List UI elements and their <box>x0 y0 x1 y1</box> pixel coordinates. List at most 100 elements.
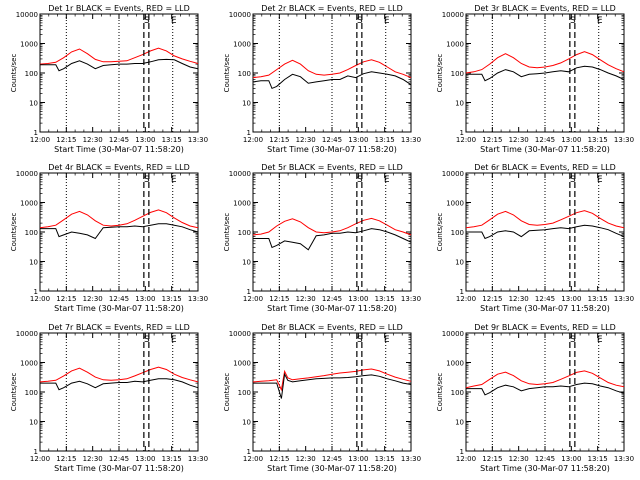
y-tick-label: 1000 <box>20 41 38 49</box>
x-axis-label: Start Time (30-Mar-07 11:58:20) <box>54 464 184 473</box>
y-tick-label: 100 <box>238 229 251 237</box>
detector-panel-6: Det 6r BLACK = Events, RED = LLD 1 10 100 10… <box>436 163 634 313</box>
y-tick-label: 10 <box>242 259 251 267</box>
x-tick-label: 12:15 <box>56 136 76 144</box>
marker-label: E <box>171 175 177 185</box>
y-tick-label: 10000 <box>442 330 464 338</box>
x-tick-label: 12:45 <box>322 455 342 463</box>
x-tick-label: 12:30 <box>83 136 103 144</box>
y-tick-label: 10000 <box>16 170 38 178</box>
x-tick-label: 12:15 <box>482 295 502 303</box>
y-tick-label: 1 <box>247 288 251 296</box>
x-tick-label: 13:30 <box>614 295 634 303</box>
x-axis-label: Start Time (30-Mar-07 11:58:20) <box>267 145 397 154</box>
plot-title: Det 3r BLACK = Events, RED = LLD <box>474 4 616 13</box>
x-tick-label: 13:30 <box>614 136 634 144</box>
y-tick-label: 10000 <box>16 330 38 338</box>
x-tick-label: 13:30 <box>614 455 634 463</box>
y-tick-label: 10 <box>29 100 38 108</box>
detector-panel-1: Det 1r BLACK = Events, RED = LLD 1 10 100 10… <box>10 4 208 154</box>
x-tick-label: 13:15 <box>375 295 395 303</box>
x-tick-label: 12:30 <box>296 455 316 463</box>
events-series-line <box>252 71 412 90</box>
x-tick-label: 12:15 <box>56 295 76 303</box>
plot-title: Det 6r BLACK = Events, RED = LLD <box>474 163 616 172</box>
events-series-line <box>253 228 412 251</box>
x-tick-label: 13:00 <box>348 136 368 144</box>
x-tick-label: 13:00 <box>348 295 368 303</box>
y-tick-label: 10 <box>455 259 464 267</box>
plot-title: Det 5r BLACK = Events, RED = LLD <box>261 163 403 172</box>
marker-label: S <box>570 335 576 345</box>
y-tick-label: 100 <box>451 389 464 397</box>
plot-title: Det 2r BLACK = Events, RED = LLD <box>261 4 403 13</box>
y-tick-label: 1 <box>460 448 464 456</box>
x-tick-label: 12:30 <box>83 455 103 463</box>
y-tick-label: 1000 <box>446 41 464 49</box>
marker-label: S <box>144 16 150 26</box>
y-tick-label: 1000 <box>233 41 251 49</box>
y-axis-label: Counts/sec <box>10 373 18 412</box>
lld-series-line <box>465 370 625 389</box>
plot-frame <box>465 172 625 292</box>
marker-label: S <box>144 335 150 345</box>
y-tick-label: 100 <box>25 389 38 397</box>
marker-label: S <box>570 175 576 185</box>
y-tick-label: 1000 <box>446 360 464 368</box>
x-axis-label: Start Time (30-Mar-07 11:58:20) <box>480 145 610 154</box>
lld-series-line <box>39 47 199 65</box>
x-tick-label: 12:00 <box>30 455 50 463</box>
x-tick-label: 13:00 <box>561 136 581 144</box>
y-tick-label: 10 <box>29 419 38 427</box>
y-axis-label: Counts/sec <box>436 54 444 93</box>
x-axis-label: Start Time (30-Mar-07 11:58:20) <box>54 304 184 313</box>
detector-panel-7: Det 7r BLACK = Events, RED = LLD 1 10 100 10… <box>10 323 208 473</box>
x-tick-label: 12:45 <box>109 136 129 144</box>
detector-panel-9: Det 9r BLACK = Events, RED = LLD 1 10 100 10… <box>436 323 634 473</box>
x-tick-label: 12:00 <box>456 455 476 463</box>
plot-frame <box>39 172 199 292</box>
x-tick-label: 12:00 <box>30 295 50 303</box>
plot-title: Det 1r BLACK = Events, RED = LLD <box>48 4 190 13</box>
detector-panel-3: Det 3r BLACK = Events, RED = LLD 1 10 100 10… <box>436 4 634 154</box>
y-tick-label: 1000 <box>233 200 251 208</box>
y-tick-label: 1000 <box>446 200 464 208</box>
y-tick-label: 10000 <box>16 11 38 19</box>
events-series-line <box>466 65 625 82</box>
x-tick-label: 12:45 <box>109 455 129 463</box>
y-tick-label: 10000 <box>229 330 251 338</box>
y-tick-label: 1000 <box>20 360 38 368</box>
x-tick-label: 12:45 <box>535 295 555 303</box>
x-tick-label: 12:45 <box>109 295 129 303</box>
x-axis-label: Start Time (30-Mar-07 11:58:20) <box>480 304 610 313</box>
y-tick-label: 10000 <box>442 11 464 19</box>
x-tick-label: 12:00 <box>243 295 263 303</box>
x-tick-label: 13:00 <box>561 455 581 463</box>
y-tick-label: 100 <box>451 70 464 78</box>
marker-label: E <box>597 175 603 185</box>
marker-label: S <box>144 175 150 185</box>
x-axis-label: Start Time (30-Mar-07 11:58:20) <box>267 464 397 473</box>
x-tick-label: 13:00 <box>561 295 581 303</box>
y-tick-label: 1 <box>34 448 38 456</box>
plot-frame <box>465 332 625 452</box>
x-tick-label: 12:30 <box>509 136 529 144</box>
lld-series-line <box>465 51 625 74</box>
y-tick-label: 10 <box>242 419 251 427</box>
y-tick-label: 1 <box>247 129 251 137</box>
x-tick-label: 12:15 <box>56 455 76 463</box>
plot-title: Det 8r BLACK = Events, RED = LLD <box>261 323 403 332</box>
plot-frame <box>252 332 412 452</box>
y-axis-label: Counts/sec <box>223 213 231 252</box>
x-tick-label: 12:00 <box>456 295 476 303</box>
y-tick-label: 1000 <box>20 200 38 208</box>
y-tick-label: 1 <box>460 129 464 137</box>
x-tick-label: 13:15 <box>162 295 182 303</box>
lld-series-line <box>39 209 199 229</box>
plot-title: Det 7r BLACK = Events, RED = LLD <box>48 323 190 332</box>
x-axis-label: Start Time (30-Mar-07 11:58:20) <box>267 304 397 313</box>
detector-panel-4: Det 4r BLACK = Events, RED = LLD 1 10 100 10… <box>10 163 208 313</box>
x-tick-label: 12:45 <box>322 136 342 144</box>
lld-series-line <box>252 368 412 392</box>
x-tick-label: 12:30 <box>509 455 529 463</box>
